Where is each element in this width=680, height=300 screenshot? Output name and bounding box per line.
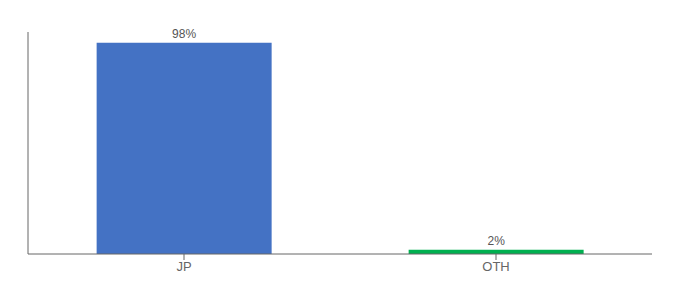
svg-text:98%: 98%: [172, 27, 196, 41]
svg-text:JP: JP: [176, 259, 191, 274]
svg-text:2%: 2%: [487, 234, 505, 248]
svg-text:OTH: OTH: [482, 259, 509, 274]
